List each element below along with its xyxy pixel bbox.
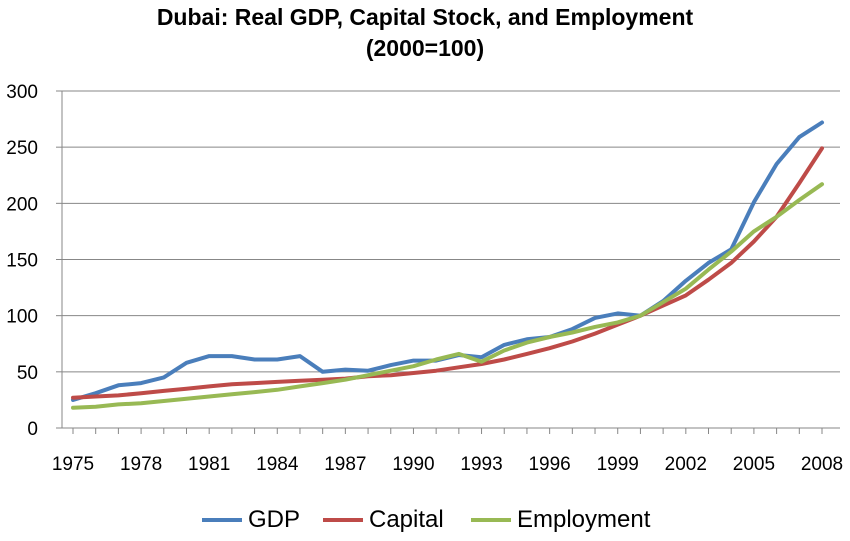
y-tick-label: 200 [6, 194, 38, 215]
gridlines [62, 90, 840, 373]
legend-label-capital: Capital [369, 506, 444, 533]
series-line-employment [71, 182, 824, 410]
legend-label-employment: Employment [517, 506, 651, 533]
x-tick-label: 2005 [733, 454, 775, 475]
x-tick-label: 1990 [392, 454, 434, 475]
y-tick-label: 250 [6, 138, 38, 159]
x-tick-label: 1999 [597, 454, 639, 475]
x-tick-label: 1984 [256, 454, 299, 475]
series-line-capital [71, 146, 824, 400]
y-tick-label: 0 [27, 419, 38, 440]
x-tick-label: 1987 [324, 454, 366, 475]
y-tick-label: 150 [6, 251, 38, 272]
x-tick-label: 1993 [460, 454, 502, 475]
x-tick-label: 2008 [801, 454, 843, 475]
x-tick-label: 1978 [120, 454, 162, 475]
y-tick-label: 300 [6, 82, 38, 103]
x-tick-label: 1981 [188, 454, 230, 475]
chart-subtitle: (2000=100) [365, 35, 485, 61]
x-tick-label: 1975 [52, 454, 94, 475]
y-tick-label: 50 [17, 363, 38, 384]
series-lines [71, 120, 824, 410]
legend-label-gdp: GDP [248, 506, 300, 533]
x-tick-label: 2002 [665, 454, 707, 475]
y-tick-label: 100 [6, 307, 38, 328]
chart-title: Dubai: Real GDP, Capital Stock, and Empl… [156, 4, 694, 30]
legend: GDP Capital Employment [202, 506, 651, 533]
x-tick-label: 1996 [528, 454, 570, 475]
axes: 0 50 100 150 200 250 300 1975 1978 1981 1984 1987 19… [6, 82, 843, 475]
